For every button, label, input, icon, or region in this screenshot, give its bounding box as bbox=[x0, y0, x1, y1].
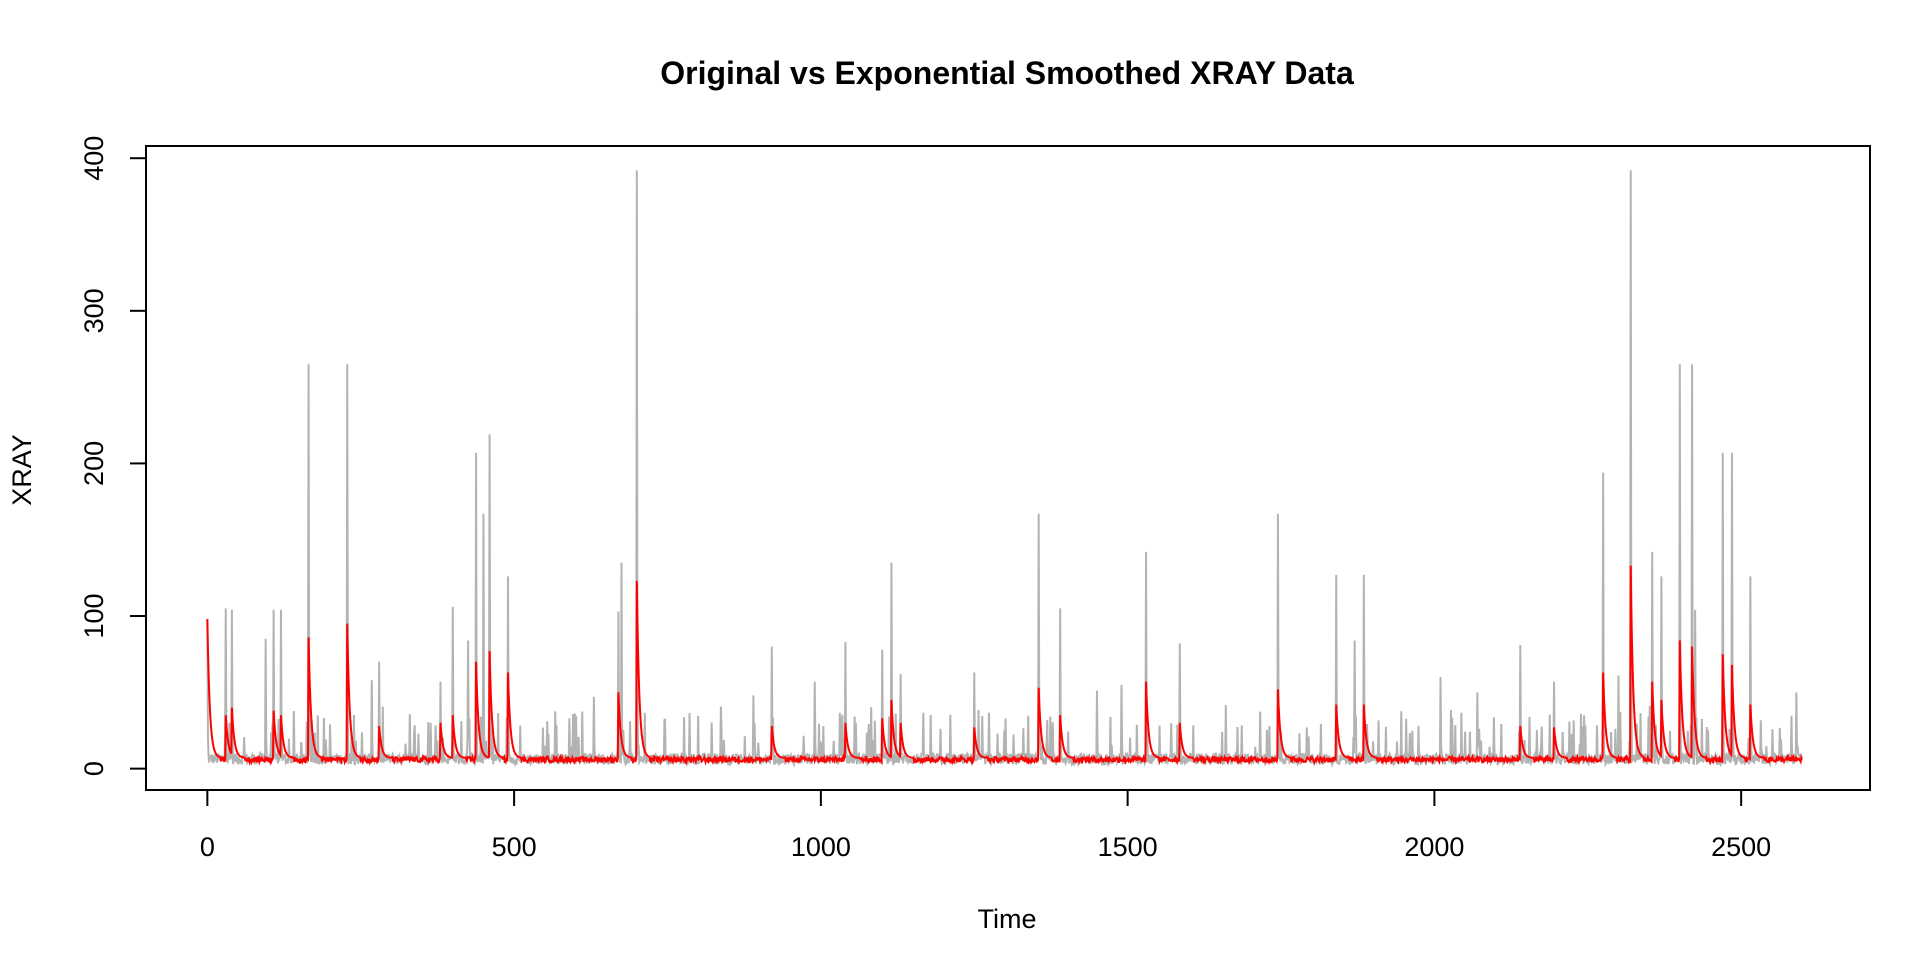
y-axis-label: XRAY bbox=[7, 434, 37, 506]
series-smoothed-line bbox=[206, 565, 1803, 766]
x-tick-label: 1500 bbox=[1098, 832, 1158, 862]
x-tick-label: 2000 bbox=[1404, 832, 1464, 862]
y-tick-label: 400 bbox=[79, 136, 109, 181]
y-tick-label: 0 bbox=[79, 761, 109, 776]
x-tick-label: 0 bbox=[200, 832, 215, 862]
y-tick-label: 100 bbox=[79, 593, 109, 638]
x-axis-label: Time bbox=[978, 904, 1037, 934]
x-tick-label: 1000 bbox=[791, 832, 851, 862]
x-tick-label: 2500 bbox=[1711, 832, 1771, 862]
y-tick-label: 200 bbox=[79, 441, 109, 486]
x-axis: 0 500 1000 1500 2000 2500 bbox=[200, 789, 1771, 862]
chart-title: Original vs Exponential Smoothed XRAY Da… bbox=[660, 55, 1354, 91]
y-tick-label: 300 bbox=[79, 288, 109, 333]
x-tick-label: 500 bbox=[492, 832, 537, 862]
y-axis: 0 100 200 300 400 bbox=[79, 136, 147, 776]
plot-frame bbox=[145, 145, 1871, 791]
series-original-line bbox=[206, 170, 1803, 769]
